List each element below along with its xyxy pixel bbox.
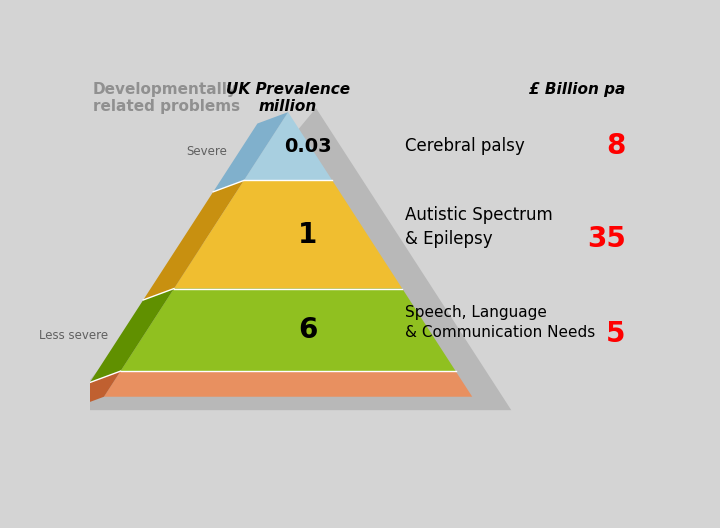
Text: Autistic Spectrum
& Epilepsy: Autistic Spectrum & Epilepsy bbox=[405, 206, 553, 248]
Polygon shape bbox=[143, 181, 244, 300]
Text: 0.03: 0.03 bbox=[284, 137, 331, 156]
Text: 8: 8 bbox=[606, 133, 626, 161]
Polygon shape bbox=[174, 181, 402, 289]
Text: Less severe: Less severe bbox=[39, 329, 108, 342]
Polygon shape bbox=[90, 289, 174, 382]
Polygon shape bbox=[73, 371, 120, 408]
Text: Cerebral palsy: Cerebral palsy bbox=[405, 137, 525, 155]
Text: 6: 6 bbox=[298, 316, 318, 344]
Text: Severe: Severe bbox=[186, 146, 227, 158]
Polygon shape bbox=[65, 108, 511, 410]
Text: Developmentally
related problems: Developmentally related problems bbox=[93, 82, 240, 114]
Text: 5: 5 bbox=[606, 320, 626, 348]
Polygon shape bbox=[244, 112, 333, 181]
Text: Speech, Language
& Communication Needs: Speech, Language & Communication Needs bbox=[405, 305, 595, 340]
Text: UK Prevalence
million: UK Prevalence million bbox=[226, 82, 350, 114]
Text: 1: 1 bbox=[298, 221, 318, 249]
Polygon shape bbox=[120, 289, 456, 371]
Text: £ Billion pa: £ Billion pa bbox=[529, 82, 626, 97]
Text: 35: 35 bbox=[587, 224, 626, 252]
Polygon shape bbox=[104, 371, 472, 397]
Polygon shape bbox=[213, 112, 288, 192]
